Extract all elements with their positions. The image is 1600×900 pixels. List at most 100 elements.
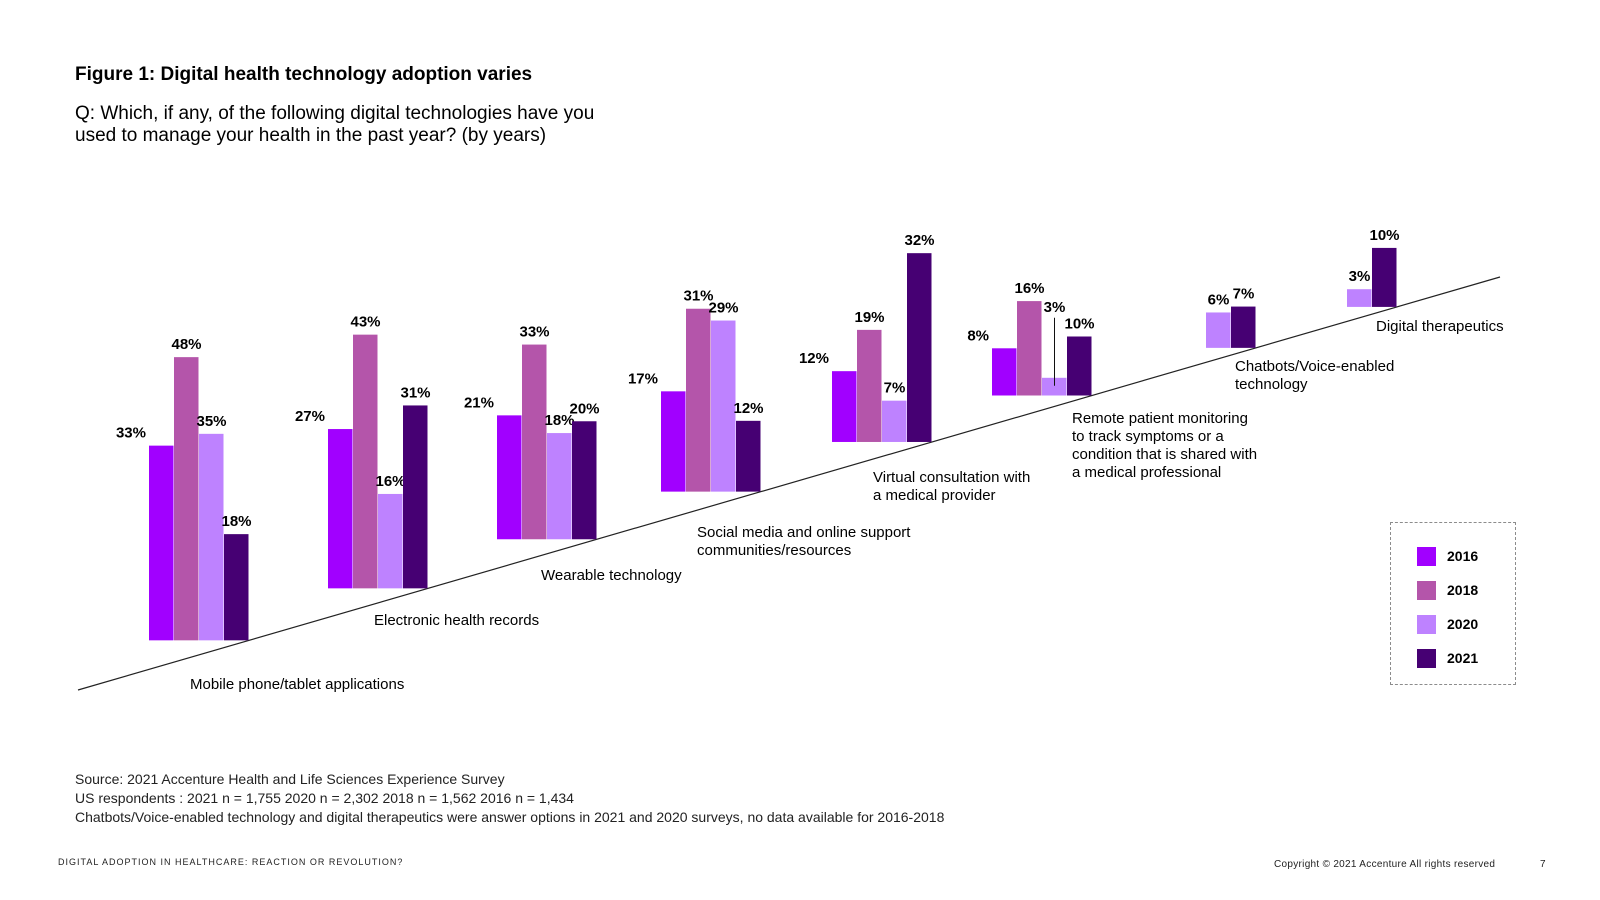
value-label-2021-1: 31% [400, 384, 430, 401]
value-label-2020-7: 3% [1349, 268, 1371, 285]
category-label-line: Chatbots/Voice-enabled [1235, 358, 1395, 375]
value-label-2021-3: 12% [733, 400, 763, 417]
category-label-0: Mobile phone/tablet applications [190, 676, 404, 694]
category-label-line: Wearable technology [541, 567, 682, 584]
legend-swatch-2016 [1417, 546, 1436, 566]
category-label-line: technology [1235, 376, 1308, 393]
bar-2021-0 [224, 534, 249, 641]
category-label-line: Social media and online support [697, 524, 911, 541]
report-title: DIGITAL ADOPTION IN HEALTHCARE: REACTION… [58, 857, 404, 867]
category-label-line: condition that is shared with [1072, 446, 1258, 463]
bar-2018-4 [857, 329, 882, 442]
category-label-1: Electronic health records [374, 612, 539, 630]
value-label-2020-2: 18% [544, 412, 574, 429]
figure-subtitle: Q: Which, if any, of the following digit… [75, 103, 695, 147]
category-label-5: Remote patient monitoring to track sympto… [1072, 410, 1257, 482]
bar-2020-1 [378, 493, 403, 589]
legend-item-2018: 2018 [1417, 580, 1478, 600]
bar-2021-7 [1372, 247, 1397, 307]
legend-swatch-2018 [1417, 580, 1436, 600]
value-label-2020-1: 16% [375, 473, 405, 490]
bar-chart: 33%48%35%18%27%43%16%31%21%33%18%20%17%3… [77, 227, 1501, 691]
category-label-4: Virtual consultation with a medical provi… [873, 469, 1030, 505]
bar-2016-0 [149, 445, 174, 641]
legend-item-2016: 2016 [1417, 546, 1478, 566]
legend-label-2021: 2021 [1447, 650, 1479, 666]
category-label-7: Digital therapeutics [1376, 318, 1504, 336]
page-number: 7 [1540, 859, 1546, 870]
bar-2020-6 [1206, 312, 1231, 348]
figure-title: Figure 1: Digital health technology adop… [75, 64, 533, 85]
value-label-2021-4: 32% [904, 232, 934, 249]
availability-note: Chatbots/Voice-enabled technology and di… [75, 809, 945, 825]
value-label-2021-5: 10% [1064, 315, 1094, 332]
bar-2020-7 [1347, 289, 1372, 307]
bar-2021-1 [403, 405, 428, 589]
value-label-2021-7: 10% [1369, 227, 1399, 244]
chart-baseline [77, 276, 1501, 691]
bar-2020-2 [547, 433, 572, 540]
legend-label-2016: 2016 [1447, 548, 1479, 564]
bar-2018-0 [174, 357, 199, 641]
legend-item-2020: 2020 [1417, 614, 1478, 634]
value-label-2020-6: 6% [1208, 291, 1230, 308]
copyright: Copyright © 2021 Accenture All rights re… [1274, 859, 1496, 870]
category-label-line: a medical professional [1072, 464, 1222, 481]
value-label-2016-5: 8% [967, 327, 989, 344]
value-label-2020-3: 29% [708, 300, 738, 317]
bar-2021-5 [1067, 336, 1092, 396]
category-label-6: Chatbots/Voice-enabled technology [1235, 358, 1394, 394]
value-label-2018-3: 31% [683, 288, 713, 305]
category-label-line: to track symptoms or a [1072, 428, 1224, 445]
category-label-line: a medical provider [873, 487, 996, 504]
category-label-3: Social media and online support communiti… [697, 524, 910, 560]
value-label-2018-1: 43% [350, 314, 380, 331]
bar-2021-6 [1231, 306, 1256, 348]
value-label-2020-4: 7% [884, 380, 906, 397]
legend-swatch-2020 [1417, 614, 1436, 634]
source-notes: Source: 2021 Accenture Health and Life S… [75, 770, 944, 827]
bar-2016-5 [992, 348, 1017, 396]
value-label-2016-3: 17% [628, 370, 658, 387]
value-label-2018-5: 16% [1014, 280, 1044, 297]
subtitle-line-2: used to manage your health in the past y… [75, 125, 547, 146]
legend-item-2021: 2021 [1417, 648, 1478, 668]
value-label-2021-6: 7% [1233, 286, 1255, 303]
value-label-2016-2: 21% [464, 394, 494, 411]
value-label-2020-0: 35% [196, 413, 226, 430]
bar-2016-2 [497, 415, 522, 540]
bar-2018-1 [353, 334, 378, 589]
source-line: Source: 2021 Accenture Health and Life S… [75, 771, 505, 787]
bar-2020-3 [711, 320, 736, 492]
legend-swatch-2021 [1417, 648, 1436, 668]
chart-legend: 2016 2018 2020 2021 [1390, 522, 1516, 685]
value-label-2018-4: 19% [854, 309, 884, 326]
bar-2018-5 [1017, 301, 1042, 396]
category-label-line: Digital therapeutics [1376, 318, 1504, 335]
value-label-2016-4: 12% [799, 350, 829, 367]
bar-2018-3 [686, 308, 711, 492]
bar-2021-2 [572, 421, 597, 540]
bar-2020-5 [1042, 377, 1067, 396]
category-label-line: Virtual consultation with [873, 469, 1031, 486]
bar-2016-1 [328, 429, 353, 589]
bar-2021-3 [736, 420, 761, 492]
bar-2018-2 [522, 344, 547, 540]
category-label-2: Wearable technology [541, 567, 682, 585]
bar-2020-0 [199, 433, 224, 641]
value-label-2018-0: 48% [171, 336, 201, 353]
subtitle-line-1: Q: Which, if any, of the following digit… [75, 103, 595, 124]
category-label-line: communities/resources [697, 542, 852, 559]
value-label-2016-0: 33% [116, 425, 146, 442]
respondents-line: US respondents : 2021 n = 1,755 2020 n =… [75, 790, 574, 806]
bar-2020-4 [882, 400, 907, 442]
category-label-line: Mobile phone/tablet applications [190, 676, 405, 693]
legend-label-2020: 2020 [1447, 616, 1479, 632]
bar-2016-3 [661, 391, 686, 492]
value-label-2020-5: 3% [1044, 299, 1066, 316]
value-label-2021-0: 18% [221, 513, 251, 530]
bar-2021-4 [907, 253, 932, 442]
legend-label-2018: 2018 [1447, 582, 1479, 598]
bar-2016-4 [832, 371, 857, 442]
category-label-line: Electronic health records [374, 612, 540, 629]
